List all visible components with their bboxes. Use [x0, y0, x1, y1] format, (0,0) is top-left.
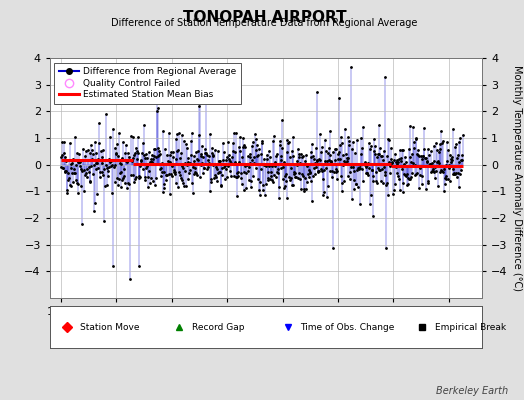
Text: Station Move: Station Move [80, 322, 139, 332]
Text: Time of Obs. Change: Time of Obs. Change [300, 322, 395, 332]
Text: Difference of Station Temperature Data from Regional Average: Difference of Station Temperature Data f… [112, 18, 418, 28]
Text: Empirical Break: Empirical Break [434, 322, 506, 332]
Text: TONOPAH AIRPORT: TONOPAH AIRPORT [183, 10, 346, 25]
Text: Record Gap: Record Gap [192, 322, 245, 332]
Legend: Difference from Regional Average, Quality Control Failed, Estimated Station Mean: Difference from Regional Average, Qualit… [54, 62, 241, 104]
Text: Berkeley Earth: Berkeley Earth [436, 386, 508, 396]
Y-axis label: Monthly Temperature Anomaly Difference (°C): Monthly Temperature Anomaly Difference (… [512, 65, 522, 291]
